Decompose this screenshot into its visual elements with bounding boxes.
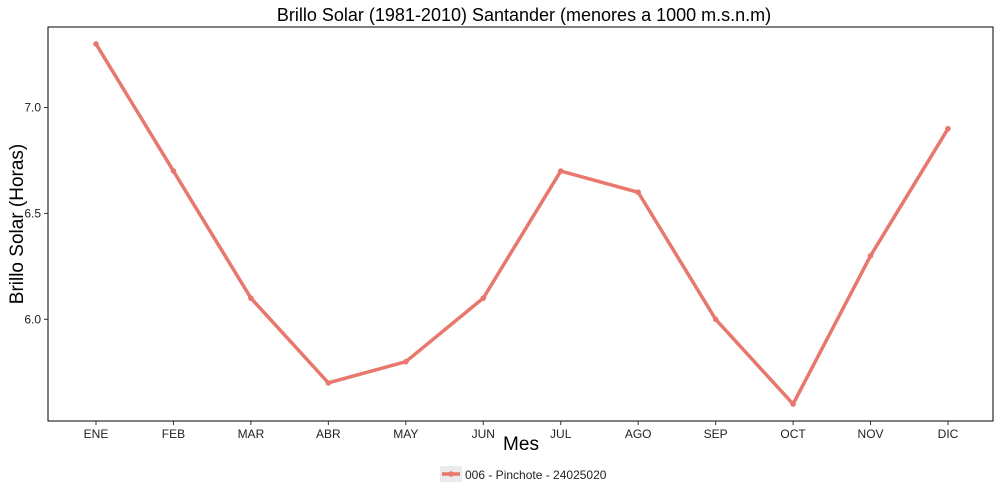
- data-point: [480, 295, 487, 301]
- x-tick-label: JUN: [472, 427, 495, 441]
- data-point: [170, 168, 177, 174]
- y-axis: 6.0 6.5 7.0: [24, 100, 48, 326]
- legend: 006 - Pinchote - 24025020: [440, 466, 607, 482]
- data-point: [635, 189, 641, 196]
- x-tick-label: JUL: [550, 427, 572, 441]
- x-tick-label: ABR: [316, 427, 341, 441]
- plot-panel-border: [47, 26, 994, 422]
- y-axis-title: Brillo Solar (Horas): [7, 144, 28, 304]
- data-point: [557, 168, 564, 174]
- legend-key-point: [448, 471, 454, 477]
- x-tick-label: OCT: [780, 427, 806, 441]
- series-line: [94, 42, 950, 406]
- x-tick-label: SEP: [704, 427, 728, 441]
- data-point: [712, 316, 719, 323]
- x-tick-label: NOV: [858, 427, 884, 441]
- x-tick-label: AGO: [625, 427, 652, 441]
- legend-label: 006 - Pinchote - 24025020: [465, 468, 607, 482]
- y-tick-label: 7.0: [24, 100, 41, 114]
- y-tick-label: 6.5: [24, 206, 41, 220]
- data-point: [325, 380, 332, 386]
- data-point: [93, 41, 99, 47]
- data-point: [403, 358, 409, 365]
- series-layer: [93, 41, 951, 407]
- data-point: [945, 125, 951, 132]
- y-tick-label: 6.0: [24, 312, 41, 326]
- x-axis-title: Mes: [503, 434, 539, 455]
- data-point: [248, 295, 254, 301]
- data-point: [790, 401, 796, 407]
- x-axis: ENE FEB MAR ABR MAY JUN JUL AGO SEP OCT NOV DIC: [84, 421, 959, 441]
- x-tick-label: DIC: [938, 427, 959, 441]
- x-tick-label: FEB: [162, 427, 185, 441]
- chart-title: Brillo Solar (1981-2010) Santander (meno…: [277, 5, 771, 25]
- x-tick-label: MAR: [238, 427, 265, 441]
- x-tick-label: MAY: [393, 427, 418, 441]
- x-tick-label: ENE: [84, 427, 109, 441]
- data-point: [867, 252, 874, 259]
